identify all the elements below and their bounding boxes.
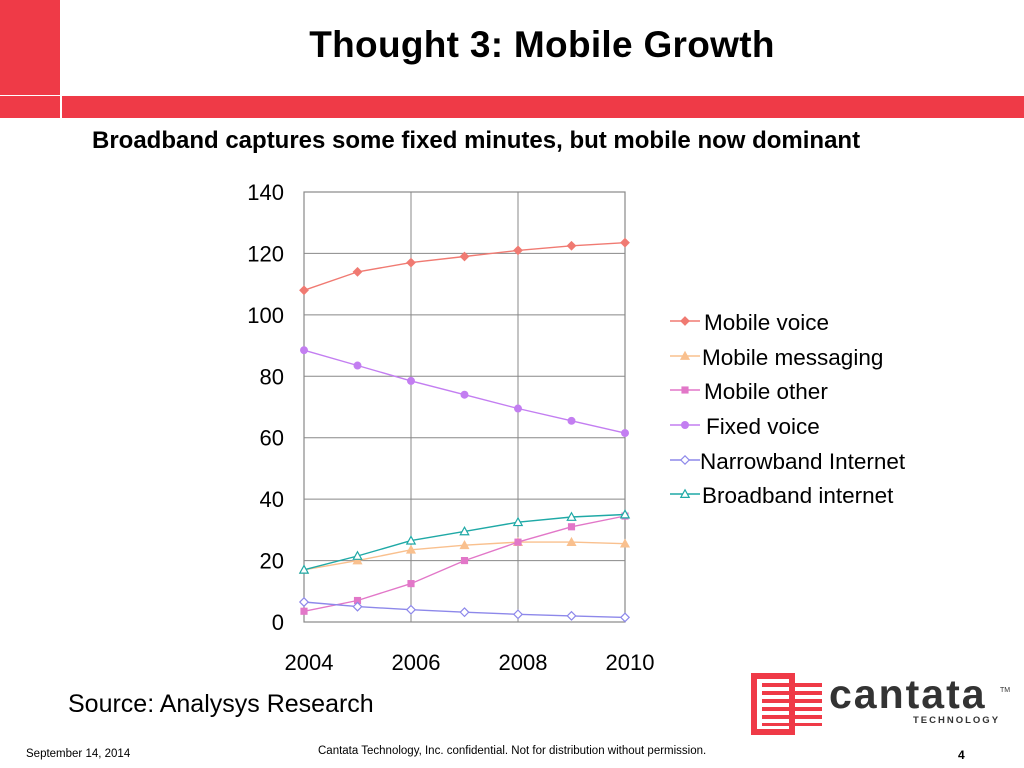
legend-marker-broadband-internet (679, 489, 691, 499)
legend-marker-narrowband-internet (679, 454, 691, 465)
data-point-mobile-other (300, 607, 308, 615)
data-point-mobile-messaging (405, 544, 417, 554)
data-point-mobile-other (353, 596, 362, 605)
series-line-mobile-voice (303, 242, 626, 291)
data-point-fixed-voice (353, 361, 362, 370)
data-point-narrowband-internet (459, 607, 470, 618)
legend-label-mobile-voice: Mobile voice (704, 310, 830, 335)
data-point-mobile-other (567, 523, 576, 531)
data-point-mobile-messaging (352, 555, 363, 565)
footer-date: September 14, 2014 (26, 748, 131, 760)
data-point-mobile-messaging (619, 538, 631, 548)
y-tick-label: 80 (260, 364, 284, 389)
source-note: Source: Analysys Research (68, 690, 374, 718)
legend-marker-mobile-messaging (679, 350, 691, 360)
logo-wordmark: cantata (829, 671, 987, 717)
data-point-narrowband-internet (512, 609, 524, 620)
accent-bar-vertical (0, 0, 60, 95)
data-point-narrowband-internet (566, 610, 577, 621)
legend-label-narrowband-internet: Narrowband Internet (700, 448, 906, 474)
legend-marker-mobile-voice (680, 316, 690, 326)
legend-label-broadband-internet: Broadband internet (702, 483, 894, 509)
slide-subtitle: Broadband captures some fixed minutes, b… (92, 127, 861, 154)
data-point-mobile-other (460, 557, 469, 565)
data-point-mobile-other (514, 538, 522, 546)
data-point-mobile-voice (406, 257, 416, 268)
data-point-mobile-voice (513, 245, 523, 256)
data-point-fixed-voice (514, 404, 522, 413)
y-tick-label: 40 (260, 487, 284, 512)
legend-swatch-narrowband-internet (670, 454, 700, 465)
y-tick-label: 60 (260, 426, 284, 451)
data-point-narrowband-internet (619, 612, 631, 623)
data-point-broadband-internet (459, 525, 470, 536)
data-point-fixed-voice (460, 390, 469, 399)
y-tick-label: 0 (272, 610, 284, 635)
logo-trademark: TM (1000, 687, 1011, 694)
data-point-fixed-voice (621, 429, 629, 438)
data-point-broadband-internet (566, 511, 577, 521)
legend-marker-fixed-voice (681, 421, 689, 430)
data-point-narrowband-internet (405, 604, 417, 615)
data-point-fixed-voice (567, 416, 576, 425)
data-point-broadband-internet (352, 550, 363, 560)
y-tick-label: 100 (247, 303, 284, 328)
legend-swatch-fixed-voice (670, 421, 700, 430)
logo-subtext: TECHNOLOGY (913, 715, 1001, 726)
y-tick-label: 140 (247, 180, 284, 205)
y-tick-label: 120 (247, 241, 284, 266)
data-point-fixed-voice (407, 376, 415, 385)
x-tick-label: 2004 (285, 650, 334, 675)
x-tick-label: 2010 (606, 650, 655, 675)
legend-swatch-broadband-internet (670, 489, 700, 499)
data-point-mobile-other (407, 580, 415, 588)
x-tick-label: 2008 (499, 650, 548, 675)
cantata-logo-icon (751, 673, 822, 735)
data-point-mobile-messaging (459, 539, 470, 550)
legend-swatch-mobile-messaging (670, 350, 700, 360)
data-point-broadband-internet (512, 516, 524, 527)
legend-swatch-mobile-other (670, 386, 700, 394)
data-point-broadband-internet (619, 509, 631, 519)
footer-confidential: Cantata Technology, Inc. confidential. N… (318, 745, 707, 757)
data-point-broadband-internet (405, 535, 417, 545)
data-point-mobile-messaging (566, 536, 577, 547)
data-point-narrowband-internet (352, 601, 363, 612)
data-point-mobile-voice (299, 285, 309, 296)
legend-label-mobile-messaging: Mobile messaging (702, 344, 884, 370)
page-number: 4 (958, 748, 965, 762)
data-point-fixed-voice (300, 346, 308, 355)
cantata-logo: cantata TM TECHNOLOGY (751, 671, 1011, 735)
legend-label-fixed-voice: Fixed voice (706, 414, 820, 440)
data-point-mobile-voice (352, 266, 363, 277)
data-point-mobile-voice (566, 240, 577, 251)
y-tick-label: 20 (260, 549, 284, 574)
plot-frame (303, 191, 626, 623)
legend-marker-mobile-other (681, 386, 689, 394)
data-point-broadband-internet (298, 564, 310, 574)
slide-title: Thought 3: Mobile Growth (309, 24, 775, 65)
data-point-mobile-voice (459, 251, 470, 262)
accent-bar-horizontal (62, 96, 1024, 118)
accent-bar-corner (0, 96, 60, 118)
legend-swatch-mobile-voice (670, 316, 700, 326)
data-point-narrowband-internet (298, 596, 310, 608)
legend-label-mobile-other: Mobile other (704, 379, 828, 405)
x-tick-label: 2006 (392, 650, 441, 675)
data-point-mobile-voice (620, 237, 630, 248)
